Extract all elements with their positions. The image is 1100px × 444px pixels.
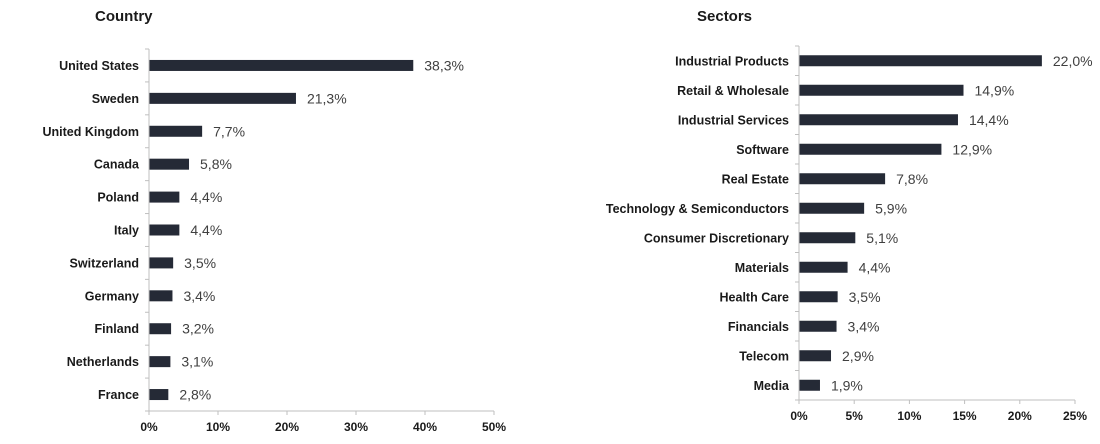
data-label: 7,8% — [896, 171, 928, 187]
data-label: 3,4% — [848, 318, 880, 334]
bar — [149, 323, 172, 335]
bar — [799, 291, 838, 303]
category-label: Telecom — [739, 349, 789, 363]
x-tick-label: 50% — [482, 420, 506, 434]
category-label: United States — [59, 59, 139, 73]
category-label: Real Estate — [722, 172, 789, 186]
category-label: Media — [754, 379, 790, 393]
chart-title: Sectors — [697, 8, 752, 25]
bar — [799, 143, 942, 155]
bar — [799, 232, 856, 244]
chart-title: Country — [95, 8, 153, 25]
category-label: Poland — [97, 191, 139, 205]
category-label: Technology & Semiconductors — [606, 202, 789, 216]
bar — [799, 84, 964, 96]
data-label: 21,3% — [307, 90, 347, 106]
bar — [799, 379, 820, 391]
x-tick-label: 25% — [1063, 409, 1087, 423]
x-tick-label: 5% — [846, 409, 864, 423]
category-label: Retail & Wholesale — [677, 84, 789, 98]
data-label: 3,5% — [849, 289, 881, 305]
sectors-chart: Sectors Industrial Products 22,0% Retail &… — [606, 8, 1093, 423]
country-chart: Country United States 38,3% Sweden 21,3% Uni… — [42, 8, 506, 434]
data-label: 38,3% — [424, 57, 464, 73]
data-label: 5,8% — [200, 156, 232, 172]
x-tick-label: 0% — [790, 409, 808, 423]
category-label: Sweden — [92, 92, 139, 106]
bar — [799, 261, 848, 273]
x-tick-label: 30% — [344, 420, 368, 434]
category-label: Industrial Services — [678, 113, 789, 127]
x-tick-label: 15% — [953, 409, 977, 423]
category-label: Germany — [85, 289, 139, 303]
x-tick-label: 40% — [413, 420, 437, 434]
bar — [149, 290, 173, 302]
bar — [149, 224, 180, 236]
data-label: 12,9% — [952, 141, 992, 157]
data-label: 7,7% — [213, 123, 245, 139]
bar — [149, 125, 203, 137]
data-label: 14,9% — [974, 82, 1014, 98]
data-label: 5,1% — [866, 230, 898, 246]
category-label: United Kingdom — [42, 125, 139, 139]
data-label: 14,4% — [969, 112, 1009, 128]
bar — [149, 92, 296, 104]
category-label: Software — [736, 143, 789, 157]
bar — [149, 158, 190, 170]
bar — [149, 356, 171, 368]
bar — [149, 59, 414, 71]
data-label: 3,1% — [181, 354, 213, 370]
x-tick-label: 10% — [206, 420, 230, 434]
category-label: Consumer Discretionary — [644, 231, 789, 245]
data-label: 5,9% — [875, 200, 907, 216]
data-label: 4,4% — [190, 222, 222, 238]
category-label: Switzerland — [70, 256, 139, 270]
bar — [149, 257, 174, 269]
bar — [799, 320, 837, 332]
data-label: 4,4% — [859, 259, 891, 275]
data-label: 3,2% — [182, 321, 214, 337]
x-tick-label: 20% — [275, 420, 299, 434]
category-label: Industrial Products — [675, 54, 789, 68]
category-label: Netherlands — [67, 355, 139, 369]
data-label: 2,9% — [842, 348, 874, 364]
category-label: Italy — [114, 224, 139, 238]
x-tick-label: 20% — [1008, 409, 1032, 423]
bar — [799, 350, 832, 362]
data-label: 1,9% — [831, 377, 863, 393]
data-label: 3,4% — [183, 288, 215, 304]
x-tick-label: 10% — [897, 409, 921, 423]
bar — [149, 191, 180, 203]
bar — [799, 55, 1042, 67]
bar — [799, 202, 865, 214]
bar — [799, 173, 886, 185]
category-label: Canada — [94, 158, 140, 172]
data-label: 4,4% — [190, 189, 222, 205]
data-label: 2,8% — [179, 387, 211, 403]
bar — [149, 389, 169, 401]
category-label: Financials — [728, 320, 789, 334]
data-label: 3,5% — [184, 255, 216, 271]
x-tick-label: 0% — [140, 420, 158, 434]
bar — [799, 114, 958, 126]
category-label: Finland — [95, 322, 139, 336]
category-label: Health Care — [720, 290, 790, 304]
data-label: 22,0% — [1053, 53, 1093, 69]
category-label: France — [98, 388, 139, 402]
category-label: Materials — [735, 261, 789, 275]
